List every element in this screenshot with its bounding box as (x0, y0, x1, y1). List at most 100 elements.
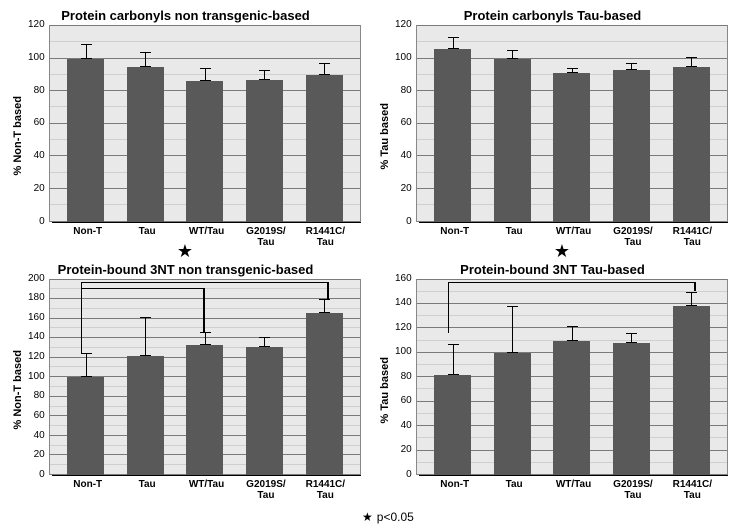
bar (553, 73, 590, 221)
x-tick: Non-T (425, 226, 484, 248)
bar-slot (602, 280, 662, 476)
bar-slot (542, 280, 602, 476)
y-ticks: 020406080100120 (395, 25, 416, 222)
bar-slot (661, 26, 721, 222)
bar (494, 353, 531, 475)
chart-title: Protein-bound 3NT Tau-based (460, 262, 645, 277)
star-icon: ★ (554, 241, 570, 262)
x-tick: Tau (484, 479, 543, 501)
bar (67, 59, 104, 222)
x-ticks: Non-TTauWT/TauG2019S/ TauR1441C/ Tau (52, 222, 361, 248)
plot-area: ★ (49, 279, 361, 476)
plot-area (49, 25, 361, 222)
bar-slot (115, 280, 175, 476)
bars (417, 26, 727, 222)
error-bar (324, 299, 325, 313)
bar (434, 49, 471, 222)
significance-bracket (448, 282, 696, 283)
y-ticks: 020406080100120140160180200 (28, 279, 49, 476)
chart-nt_tau: Protein-bound 3NT Tau-based% Tau based02… (377, 262, 728, 502)
chart-title: Protein carbonyls non transgenic-based (61, 8, 310, 23)
error-bar (264, 70, 265, 80)
bar-slot (423, 26, 483, 222)
bar-slot (482, 26, 542, 222)
error-bar (512, 306, 513, 352)
error-bar (145, 52, 146, 67)
error-bar (691, 57, 692, 67)
bar-slot (482, 280, 542, 476)
bar-slot (56, 280, 116, 476)
y-axis-label: % Non-T based (10, 279, 26, 502)
y-axis-label: % Tau based (377, 25, 393, 248)
x-tick: WT/Tau (544, 479, 603, 501)
error-bar (691, 292, 692, 307)
bar-slot (235, 280, 295, 476)
x-tick: Tau (117, 479, 176, 501)
x-ticks: Non-TTauWT/TauG2019S/ TauR1441C/ Tau (419, 222, 728, 248)
chart-pc_nont: Protein carbonyls non transgenic-based % … (10, 8, 361, 248)
x-tick: WT/Tau (544, 226, 603, 248)
bar (494, 59, 531, 222)
bar-slot (661, 280, 721, 476)
x-tick: G2019S/ Tau (603, 226, 662, 248)
bar (673, 67, 710, 222)
plot-area (416, 25, 728, 222)
error-bar (512, 50, 513, 58)
x-tick: Tau (484, 226, 543, 248)
x-tick: R1441C/ Tau (296, 226, 355, 248)
error-bar (453, 344, 454, 375)
chart-nt_nont: Protein-bound 3NT non transgenic-based % … (10, 262, 361, 502)
x-tick: G2019S/ Tau (603, 479, 662, 501)
bar (553, 341, 590, 475)
star-icon: ★ (362, 510, 373, 524)
star-icon: ★ (177, 241, 193, 262)
bar (246, 347, 283, 475)
bar-slot (602, 26, 662, 222)
x-tick: R1441C/ Tau (296, 479, 355, 501)
plot-area: ★ (416, 279, 728, 476)
error-bar (631, 333, 632, 343)
error-bar (205, 68, 206, 81)
error-bar (453, 37, 454, 48)
x-tick: R1441C/ Tau (663, 226, 722, 248)
x-tick: G2019S/ Tau (236, 479, 295, 501)
x-tick: Non-T (58, 226, 117, 248)
error-bar (572, 326, 573, 341)
y-axis-label: % Non-T based (10, 25, 26, 248)
x-ticks: Non-TTauWT/TauG2019S/ TauR1441C/ Tau (52, 475, 361, 501)
x-ticks: Non-TTauWT/TauG2019S/ TauR1441C/ Tau (419, 475, 728, 501)
chart-pc_tau: Protein carbonyls Tau-based % Tau based02… (377, 8, 728, 248)
error-bar (324, 63, 325, 74)
error-bar (264, 337, 265, 347)
bar (186, 345, 223, 475)
error-bar (86, 44, 87, 59)
bar-slot (115, 26, 175, 222)
bar (613, 343, 650, 475)
x-tick: Non-T (425, 479, 484, 501)
y-ticks: 020406080100120140160 (395, 279, 416, 476)
bar (613, 70, 650, 222)
chart-title: Protein carbonyls Tau-based (464, 8, 641, 23)
significance-footnote: ★ p<0.05 (362, 510, 414, 524)
bars (50, 280, 360, 476)
bar (434, 375, 471, 475)
bars (50, 26, 360, 222)
bar-slot (56, 26, 116, 222)
y-ticks: 020406080100120 (28, 25, 49, 222)
bar (306, 75, 343, 222)
chart-title: Protein-bound 3NT non transgenic-based (58, 262, 314, 277)
x-tick: G2019S/ Tau (236, 226, 295, 248)
x-tick: Non-T (58, 479, 117, 501)
bar (127, 67, 164, 222)
error-bar (145, 317, 146, 356)
bar (127, 356, 164, 475)
significance-bracket (81, 288, 205, 289)
error-bar (205, 332, 206, 345)
bar-slot (175, 26, 235, 222)
bar-slot (235, 26, 295, 222)
bar-slot (542, 26, 602, 222)
bar (246, 80, 283, 222)
significance-bracket (81, 282, 329, 283)
bar (67, 377, 104, 475)
x-tick: R1441C/ Tau (663, 479, 722, 501)
